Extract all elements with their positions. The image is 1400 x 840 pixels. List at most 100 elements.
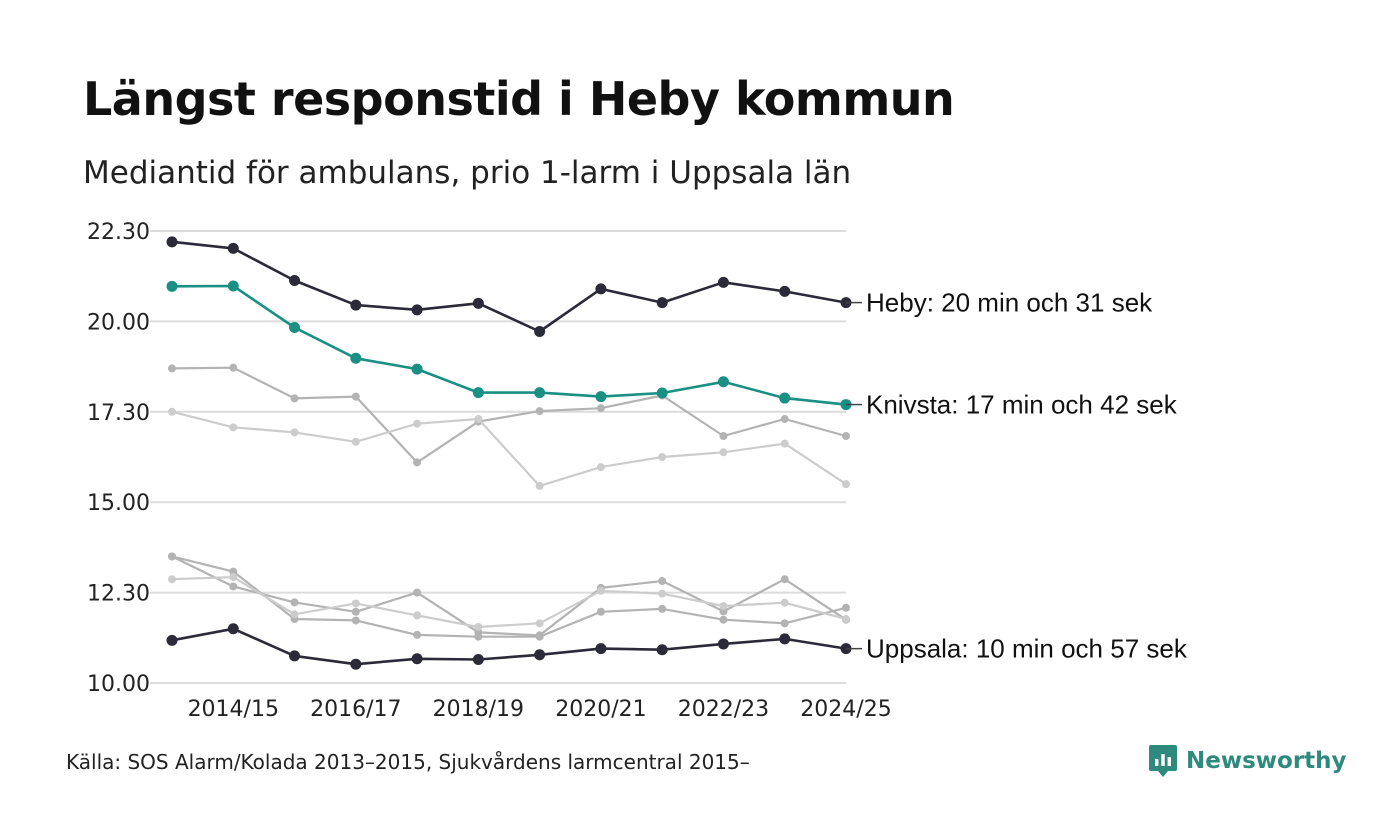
data-point <box>351 392 360 401</box>
data-point <box>717 376 729 388</box>
series-end-label: Heby: 20 min och 31 sek <box>866 288 1153 318</box>
data-point <box>166 280 178 292</box>
y-tick-label: 20.00 <box>87 310 150 335</box>
data-point <box>472 297 484 309</box>
x-tick-label: 2018/19 <box>433 697 524 722</box>
data-point <box>596 586 605 595</box>
y-tick-label: 22.30 <box>87 220 150 245</box>
x-tick-label: 2022/23 <box>678 697 769 722</box>
series-heby <box>166 236 852 338</box>
brand: Newsworthy <box>1148 743 1347 779</box>
data-point <box>413 630 422 639</box>
data-point <box>842 480 850 489</box>
x-tick-label: 2024/25 <box>800 697 891 722</box>
gridlines <box>150 230 846 684</box>
data-point <box>596 607 605 616</box>
series-lines <box>166 236 852 670</box>
data-point <box>413 588 422 597</box>
data-point <box>658 589 667 598</box>
data-point <box>168 407 176 416</box>
data-point <box>289 275 301 287</box>
data-point <box>351 437 360 446</box>
data-point <box>717 276 729 288</box>
data-point <box>229 582 238 591</box>
data-point <box>474 415 483 424</box>
data-point <box>227 242 239 254</box>
brand-name: Newsworthy <box>1186 748 1347 774</box>
data-point <box>474 632 483 641</box>
data-point <box>351 616 360 625</box>
data-point <box>535 632 544 641</box>
x-axis-ticks: 2014/15 2016/17 2018/19 2020/21 2022/23 2024/… <box>188 697 892 722</box>
data-point <box>534 326 546 338</box>
y-tick-label: 17.30 <box>87 401 150 426</box>
data-point <box>779 633 791 645</box>
data-point <box>290 394 299 403</box>
series-uppsala <box>166 623 852 670</box>
data-point <box>535 407 544 416</box>
data-point <box>350 658 362 670</box>
data-point <box>472 653 484 665</box>
series-line <box>171 366 847 464</box>
data-point <box>168 364 176 373</box>
series-line <box>171 284 847 406</box>
data-point <box>411 363 423 375</box>
data-point <box>350 299 362 311</box>
data-point <box>595 391 607 403</box>
data-point <box>351 599 360 608</box>
series-övrig-kommun-1 <box>168 363 850 467</box>
series-övrig-kommun-4 <box>168 552 850 641</box>
series-line <box>171 575 847 629</box>
data-point <box>842 432 850 441</box>
data-point <box>842 614 850 623</box>
x-tick-label: 2014/15 <box>188 697 279 722</box>
data-point <box>166 634 178 646</box>
data-point <box>534 649 546 661</box>
data-point <box>658 577 667 586</box>
data-point <box>289 322 301 334</box>
data-point <box>842 603 850 612</box>
data-point <box>290 428 299 437</box>
series-line <box>171 240 847 333</box>
data-point <box>595 283 607 295</box>
data-point <box>290 610 299 619</box>
y-tick-label: 12.30 <box>87 582 150 607</box>
data-point <box>229 573 238 582</box>
data-point <box>717 638 729 650</box>
data-point <box>168 575 176 584</box>
data-point <box>780 619 789 628</box>
data-point <box>535 619 544 628</box>
source-note: Källa: SOS Alarm/Kolada 2013–2015, Sjukv… <box>66 750 750 774</box>
data-point <box>719 432 728 441</box>
data-point <box>596 404 605 413</box>
data-point <box>595 643 607 655</box>
data-point <box>350 352 362 364</box>
data-point <box>780 575 789 584</box>
data-point <box>780 439 789 448</box>
data-point <box>413 419 422 428</box>
data-point <box>596 463 605 472</box>
data-point <box>780 415 789 424</box>
newsworthy-logo-icon <box>1149 745 1177 777</box>
data-point <box>656 387 668 399</box>
series-line <box>171 555 847 638</box>
data-point <box>474 622 483 631</box>
data-point <box>780 598 789 607</box>
series-knivsta <box>166 280 852 411</box>
data-point <box>290 598 299 607</box>
chart-title: Längst responstid i Heby kommun <box>83 72 955 126</box>
data-point <box>289 650 301 662</box>
series-line <box>171 627 847 666</box>
series-end-label: Uppsala: 10 min och 57 sek <box>866 634 1188 664</box>
data-point <box>719 615 728 624</box>
x-tick-label: 2020/21 <box>555 697 646 722</box>
end-labels: Heby: 20 min och 31 sek Knivsta: 17 min o… <box>846 288 1188 664</box>
data-point <box>411 304 423 316</box>
data-point <box>227 280 239 292</box>
data-point <box>656 644 668 656</box>
series-övrig-kommun-2 <box>168 407 850 490</box>
data-point <box>227 623 239 635</box>
y-axis-ticks: 10.00 12.30 15.00 17.30 20.00 22.30 <box>87 220 150 697</box>
data-point <box>229 363 238 372</box>
